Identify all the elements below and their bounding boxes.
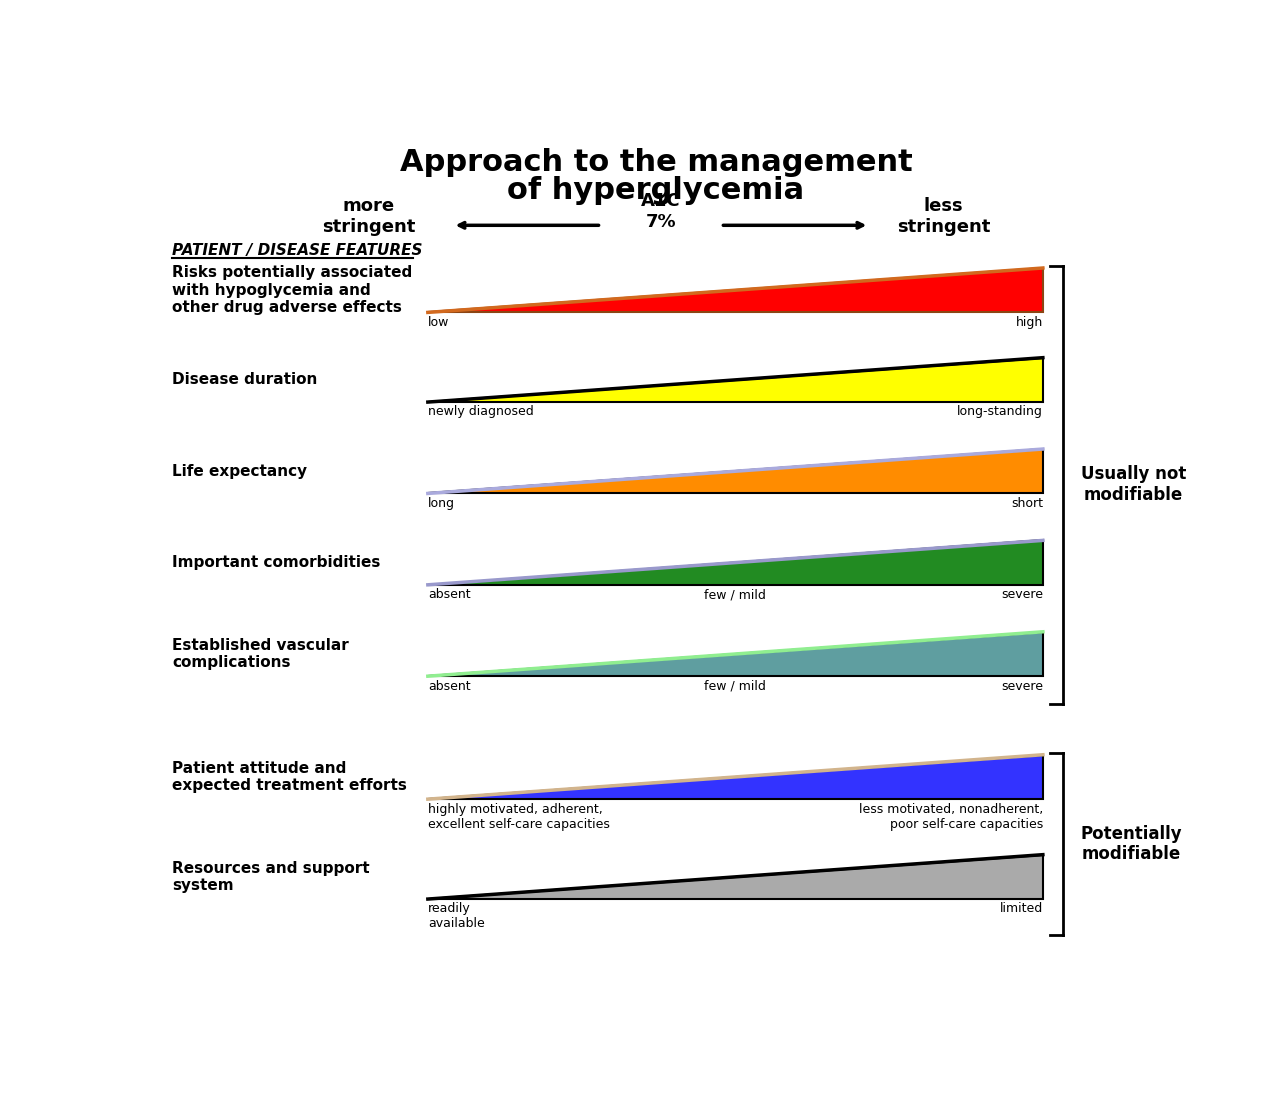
Text: Patient attitude and
expected treatment efforts: Patient attitude and expected treatment … [172,761,407,793]
Text: readily
available: readily available [428,903,485,930]
Text: newly diagnosed: newly diagnosed [428,406,534,418]
Polygon shape [428,540,1043,584]
Text: severe: severe [1001,680,1043,693]
Text: severe: severe [1001,588,1043,601]
Polygon shape [428,358,1043,403]
Text: Risks potentially associated
with hypoglycemia and
other drug adverse effects: Risks potentially associated with hypogl… [172,265,412,315]
Text: Approach to the management: Approach to the management [399,149,913,177]
Text: Resources and support
system: Resources and support system [172,861,370,893]
Text: Important comorbidities: Important comorbidities [172,556,380,570]
Text: less
stringent: less stringent [897,197,991,236]
Polygon shape [428,755,1043,800]
Text: Usually not
modifiable: Usually not modifiable [1080,466,1187,505]
Text: few / mild: few / mild [704,588,767,601]
Text: Life expectancy: Life expectancy [172,464,307,479]
Polygon shape [428,449,1043,494]
Text: long-standing: long-standing [957,406,1043,418]
Text: short: short [1011,497,1043,510]
Text: low: low [428,316,449,329]
Text: high: high [1015,316,1043,329]
Polygon shape [428,632,1043,676]
Text: few / mild: few / mild [704,680,767,693]
Text: PATIENT / DISEASE FEATURES: PATIENT / DISEASE FEATURES [172,243,422,258]
Text: highly motivated, adherent,
excellent self-care capacities: highly motivated, adherent, excellent se… [428,803,609,831]
Text: absent: absent [428,680,471,693]
Text: Disease duration: Disease duration [172,373,317,387]
Text: of hyperglycemia: of hyperglycemia [507,175,805,205]
Text: limited: limited [1000,903,1043,915]
Text: more
stringent: more stringent [321,197,415,236]
Polygon shape [428,855,1043,899]
Text: long: long [428,497,454,510]
Polygon shape [428,268,1043,313]
Text: less motivated, nonadherent,
poor self-care capacities: less motivated, nonadherent, poor self-c… [859,803,1043,831]
Text: Established vascular
complications: Established vascular complications [172,638,348,670]
Text: A1C
7%: A1C 7% [641,192,681,231]
Text: Potentially
modifiable: Potentially modifiable [1080,825,1183,864]
Text: absent: absent [428,588,471,601]
